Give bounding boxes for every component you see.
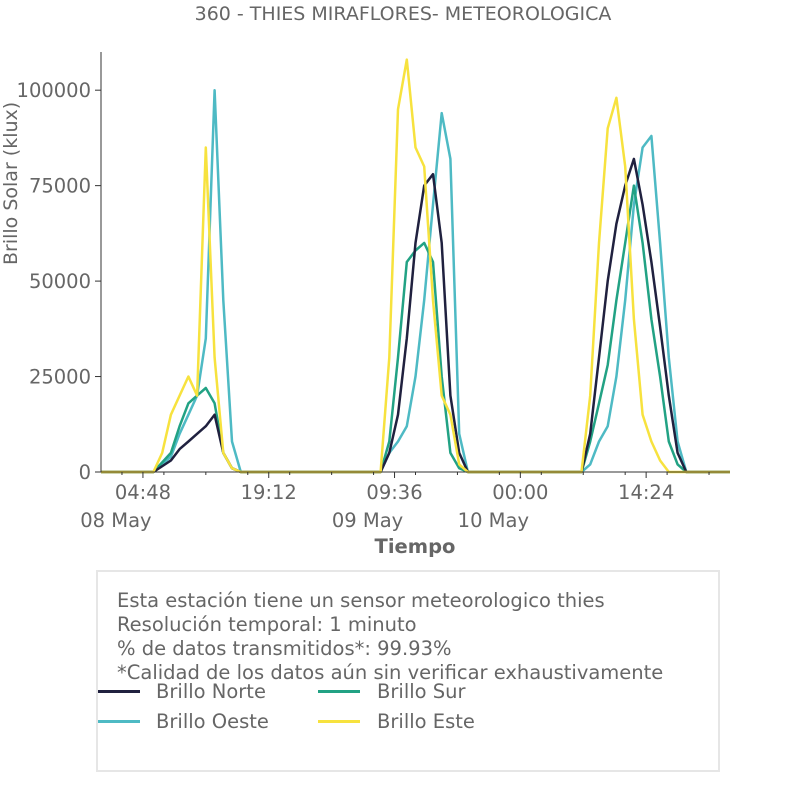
x-tick-label: 00:00 [492, 481, 548, 504]
info-box [96, 570, 720, 772]
series-line-brillo-norte [101, 157, 730, 474]
legend-swatch-oeste [98, 720, 140, 723]
x-axis-label: Tiempo [374, 535, 456, 558]
y-axis-label: Brillo Solar (klux) [0, 101, 22, 265]
x-ticks: 04:48 08 May 19:12 09:36 09 May 00:00 10 May 14… [80, 472, 710, 532]
chart-title: 360 - THIES MIRAFLORES- METEOROLOGICA [194, 3, 612, 25]
y-ticks: 0 25000 50000 75000 100000 [17, 79, 101, 484]
y-tick-label: 0 [79, 461, 91, 484]
legend-label-oeste: Brillo Oeste [156, 710, 269, 733]
y-tick-label: 100000 [17, 79, 91, 102]
x-tick-label: 04:48 [115, 481, 171, 504]
x-tick-label: 14:24 [618, 481, 674, 504]
legend-swatch-norte [98, 690, 140, 693]
info-line-4: *Calidad de los datos aún sin verificar … [117, 661, 664, 684]
info-line-1: Esta estación tiene un sensor meteorolog… [117, 589, 605, 612]
series-line-brillo-sur [101, 184, 730, 474]
y-tick-label: 50000 [29, 270, 91, 293]
y-tick-label: 75000 [29, 175, 91, 198]
info-line-2: Resolución temporal: 1 minuto [117, 613, 417, 636]
series-line-brillo-este [101, 58, 730, 474]
legend-swatch-sur [318, 690, 360, 693]
legend-label-norte: Brillo Norte [156, 680, 266, 703]
series-line-brillo-oeste [101, 88, 730, 474]
x-tick-sublabel: 08 May [80, 509, 151, 532]
x-tick-sublabel: 09 May [332, 509, 403, 532]
legend-label-este: Brillo Este [377, 710, 475, 733]
info-line-3: % de datos transmitidos*: 99.93% [117, 637, 452, 660]
x-tick-label: 19:12 [241, 481, 297, 504]
station-info: Esta estación tiene un sensor meteorolog… [117, 589, 663, 685]
legend-swatch-este [318, 720, 360, 723]
plot-lines [101, 58, 730, 474]
x-tick-label: 09:36 [366, 481, 422, 504]
x-tick-sublabel: 10 May [458, 509, 529, 532]
legend-label-sur: Brillo Sur [377, 680, 466, 703]
y-tick-label: 25000 [29, 366, 91, 389]
